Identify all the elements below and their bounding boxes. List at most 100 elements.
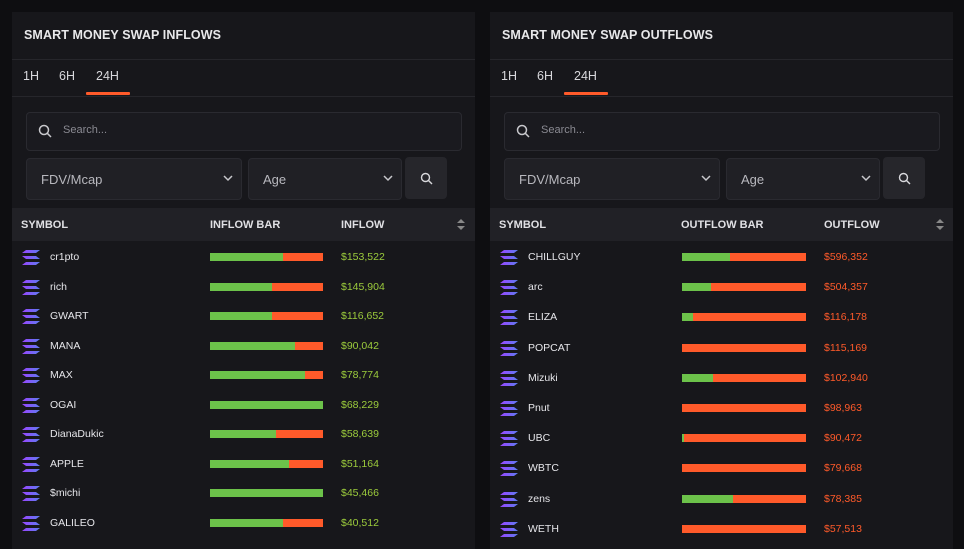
token-icon (500, 340, 518, 356)
bar-sell (283, 518, 323, 527)
flow-bar (682, 524, 806, 533)
dropdown-label: Age (741, 172, 765, 187)
flow-amount: $102,940 (824, 371, 868, 384)
dropdown-label: Age (263, 172, 287, 187)
flow-bar (682, 464, 806, 473)
bar-sell (272, 312, 323, 320)
table-row[interactable]: OGAI $68,229 (12, 391, 475, 419)
sort-icon[interactable] (936, 219, 944, 230)
time-tab[interactable]: 6H (537, 69, 553, 83)
filter-dropdown[interactable]: FDV/Mcap (504, 158, 720, 200)
bar-sell (294, 341, 323, 350)
search-icon (420, 172, 433, 185)
table-row[interactable]: WBTC $79,668 (490, 454, 953, 482)
flow-amount: $596,352 (824, 251, 868, 263)
search-button[interactable] (883, 157, 925, 199)
table-row[interactable]: MAX $78,774 (12, 361, 475, 389)
bar-buy (210, 489, 323, 497)
token-icon (22, 397, 40, 413)
token-icon (22, 309, 40, 324)
time-tab[interactable]: 6H (59, 69, 75, 83)
table-row[interactable]: ELIZA $116,178 (490, 303, 953, 331)
filter-dropdown[interactable]: Age (248, 158, 402, 200)
bar-sell (682, 464, 806, 473)
flow-bar (210, 489, 323, 497)
token-symbol: MAX (50, 369, 73, 381)
flow-bar (210, 341, 323, 350)
flow-amount: $78,774 (341, 369, 379, 381)
active-tab-underline (564, 92, 608, 95)
filter-dropdown[interactable]: FDV/Mcap (26, 158, 242, 200)
sort-icon[interactable] (457, 219, 465, 230)
table-row[interactable]: rich $145,904 (12, 273, 475, 301)
flow-bar (210, 430, 323, 438)
token-symbol: zens (528, 492, 551, 505)
dropdown-label: FDV/Mcap (41, 172, 103, 187)
table-row[interactable]: Pnut $98,963 (490, 394, 953, 422)
token-icon (500, 461, 518, 477)
flow-bar (682, 404, 806, 412)
search-box[interactable]: Search... (504, 112, 940, 151)
bar-sell (732, 494, 806, 503)
table-row[interactable]: CHILLGUY $596,352 (490, 243, 953, 271)
token-icon (500, 401, 518, 416)
token-symbol: ELIZA (528, 311, 558, 324)
chevron (223, 175, 233, 182)
divider (490, 96, 953, 97)
flow-amount: $40,512 (341, 516, 379, 529)
table-row[interactable]: $michi $45,466 (12, 479, 475, 507)
time-tab[interactable]: 24H (574, 69, 597, 83)
token-symbol: arc (528, 281, 543, 294)
token-icon (500, 370, 518, 386)
chevron (383, 175, 393, 182)
table-row[interactable]: arc $504,357 (490, 273, 953, 301)
time-tab[interactable]: 24H (96, 69, 119, 83)
search-placeholder: Search... (541, 124, 586, 136)
search-box[interactable]: Search... (26, 112, 462, 151)
token-icon (500, 280, 518, 296)
token-icon (22, 250, 40, 265)
column-header: INFLOW (341, 219, 385, 231)
bar-sell (682, 524, 806, 533)
flow-amount: $78,385 (824, 492, 862, 505)
table-row[interactable]: GALILEO $40,512 (12, 509, 475, 537)
flow-bar (210, 518, 323, 527)
table-row[interactable]: UBC $90,472 (490, 424, 953, 452)
token-symbol: WBTC (528, 462, 559, 475)
flow-amount: $58,639 (341, 428, 379, 440)
search-button[interactable] (405, 157, 447, 199)
bar-sell (693, 313, 806, 322)
time-tab[interactable]: 1H (501, 69, 517, 83)
flow-bar (210, 371, 323, 379)
bar-sell (272, 282, 323, 291)
table-row[interactable]: MANA $90,042 (12, 332, 475, 360)
column-header: OUTFLOW (824, 219, 880, 231)
table-row[interactable]: POPCAT $115,169 (490, 334, 953, 362)
token-symbol: MANA (50, 339, 81, 352)
table-row[interactable]: zens $78,385 (490, 485, 953, 513)
table-row[interactable]: DianaDukic $58,639 (12, 420, 475, 448)
token-icon (500, 521, 518, 537)
flow-amount: $90,472 (824, 432, 862, 445)
token-symbol: GWART (50, 310, 89, 322)
time-tab[interactable]: 1H (23, 69, 39, 83)
token-icon (22, 456, 40, 472)
table-row[interactable]: GWART $116,652 (12, 302, 475, 330)
flow-bar (682, 313, 806, 322)
filter-dropdown[interactable]: Age (726, 158, 880, 200)
table-header: SYMBOL INFLOW BAR INFLOW (12, 208, 475, 241)
flow-amount: $57,513 (824, 522, 862, 535)
table-row[interactable]: Mizuki $102,940 (490, 364, 953, 392)
flow-amount: $51,164 (341, 457, 379, 470)
bar-sell (304, 371, 323, 379)
table-row[interactable]: APPLE $51,164 (12, 450, 475, 478)
table-row[interactable]: cr1pto $153,522 (12, 243, 475, 271)
token-icon (500, 310, 518, 326)
bar-buy (210, 341, 295, 350)
table-row[interactable]: WETH $57,513 (490, 515, 953, 543)
bar-buy (682, 313, 694, 322)
search-icon (38, 124, 52, 138)
bar-buy (682, 434, 685, 443)
flow-amount: $115,169 (824, 341, 868, 354)
flow-bar (682, 373, 806, 382)
